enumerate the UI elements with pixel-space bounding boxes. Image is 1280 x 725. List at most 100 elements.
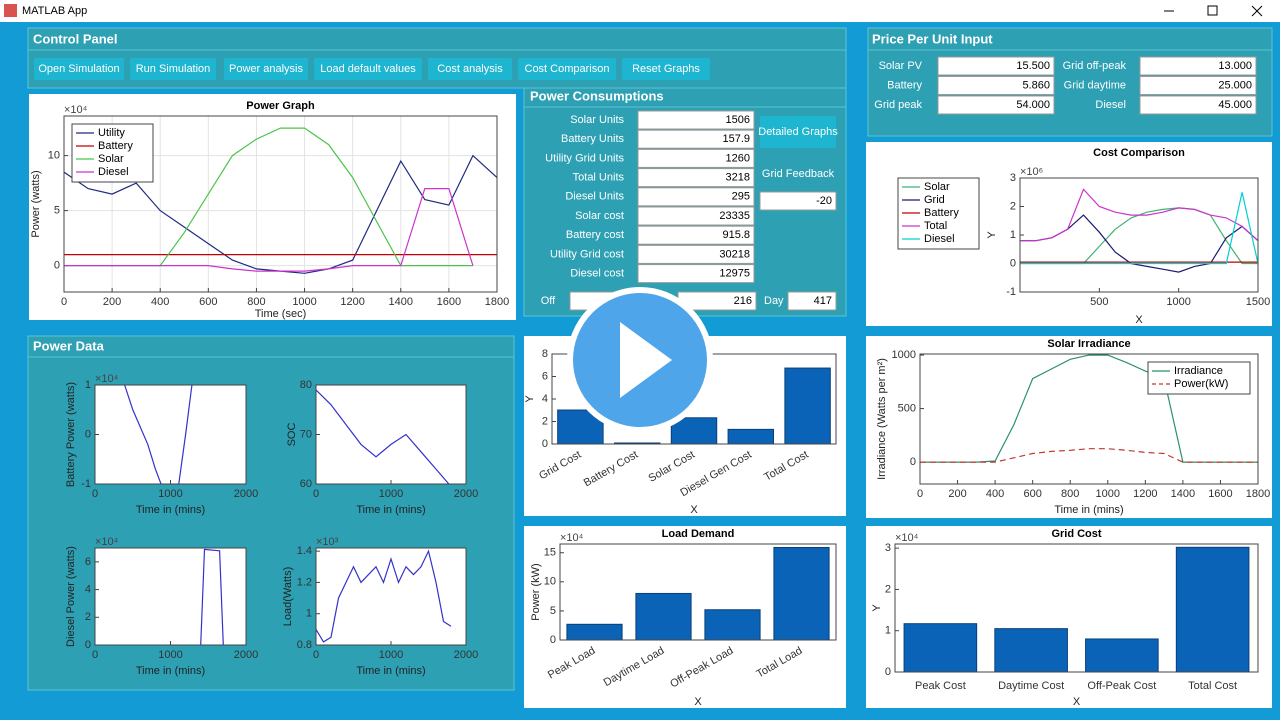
button-label[interactable]: Run Simulation	[136, 63, 211, 75]
field-value: 157.9	[722, 133, 750, 145]
x-tick-label: 1000	[158, 649, 182, 661]
y-tick-label: 1	[306, 608, 312, 620]
button-label[interactable]: Load default values	[320, 63, 416, 75]
x-tick-label: Off-Peak Cost	[1087, 680, 1156, 692]
y-tick-label: 2	[85, 611, 91, 623]
button[interactable]	[314, 58, 422, 80]
input-box[interactable]	[1139, 95, 1257, 115]
button[interactable]	[428, 58, 512, 80]
x-axis-label: Time (sec)	[255, 308, 307, 320]
field-label: Grid peak	[874, 99, 922, 111]
output-box	[637, 264, 755, 284]
x-tick-label: 0	[313, 649, 319, 661]
button[interactable]	[622, 58, 710, 80]
y-tick-label: 3	[885, 542, 891, 554]
chart: 0 2 4 6 0 1000 2000 ×10⁴ Time in (mins) Diesel Po…	[65, 536, 258, 677]
button[interactable]	[760, 116, 836, 148]
field-value[interactable]: 15.500	[1016, 60, 1050, 72]
field-label: Battery Units	[561, 133, 624, 145]
button[interactable]	[518, 58, 616, 80]
button-label[interactable]: Cost Comparison	[525, 63, 610, 75]
y-tick-label: -1	[81, 478, 91, 490]
output-box	[787, 291, 837, 311]
field-label: Day	[764, 295, 784, 307]
button-label[interactable]: Cost analysis	[437, 63, 503, 75]
field-label: Utility Grid cost	[550, 248, 624, 260]
button-label[interactable]: Open Simulation	[38, 63, 119, 75]
panel-title: Power Consumptions	[530, 88, 664, 103]
chart-title: Power Graph	[246, 100, 315, 112]
axes-box	[94, 384, 247, 485]
x-tick-label: 1500	[1246, 296, 1270, 308]
axes-box	[315, 384, 467, 485]
button[interactable]	[224, 58, 308, 80]
chart-title: Grid Cost	[1051, 528, 1101, 540]
output-box	[637, 168, 755, 188]
y-tick-label: 10	[48, 150, 60, 162]
x-tick-label: 500	[1090, 296, 1108, 308]
field-label: Grid Feedback	[762, 168, 835, 180]
axes-box	[559, 543, 837, 641]
video-play-overlay[interactable]	[567, 287, 713, 433]
field-label: Solar Units	[570, 114, 624, 126]
axes-box	[1019, 177, 1259, 293]
panel-title: Price Per Unit Input	[872, 31, 993, 46]
input-box[interactable]	[1139, 56, 1257, 76]
x-tick-label: 800	[247, 296, 265, 308]
panel-title: Control Panel	[33, 31, 118, 46]
chart-title: Solar Irradiance	[1047, 338, 1130, 350]
field-value: 23335	[719, 210, 750, 222]
x-axis-label: Time in (mins)	[1054, 504, 1123, 516]
x-tick-label: 2000	[454, 488, 478, 500]
plot-area	[316, 548, 466, 645]
button-label[interactable]: Power analysis	[229, 63, 303, 75]
input-box[interactable]	[1139, 76, 1257, 95]
output-box	[637, 110, 755, 130]
bar	[727, 428, 775, 445]
close-button[interactable]	[1251, 5, 1263, 17]
x-tick-label: 600	[199, 296, 217, 308]
chart-title: Cost Comparison	[1093, 147, 1185, 159]
button[interactable]	[34, 58, 124, 80]
series-line	[316, 389, 450, 484]
button-label[interactable]: Reset Graphs	[632, 63, 700, 75]
field-label: Total Units	[573, 172, 625, 184]
field-value[interactable]: 54.000	[1016, 99, 1050, 111]
bar	[1085, 638, 1159, 673]
output-box	[637, 225, 755, 245]
input-box[interactable]	[937, 95, 1055, 115]
button[interactable]	[130, 58, 216, 80]
field-label: Diesel	[1095, 99, 1126, 111]
input-box[interactable]	[937, 76, 1055, 95]
button-label[interactable]: Detailed Graphs	[758, 126, 838, 138]
y-tick-label: 2	[1010, 200, 1016, 212]
y-tick-label: 1	[85, 379, 91, 391]
input-box[interactable]	[937, 56, 1055, 76]
field-value[interactable]: 45.000	[1218, 99, 1252, 111]
y-tick-label: 4	[542, 393, 548, 405]
field-value[interactable]: 5.860	[1022, 79, 1050, 91]
y-axis-label: Y	[986, 231, 998, 239]
x-tick-label: 1400	[389, 296, 413, 308]
field-value: 1506	[726, 114, 750, 126]
legend-label: Solar	[98, 153, 124, 165]
x-tick-label: 0	[917, 488, 923, 500]
field-value[interactable]: 13.000	[1218, 60, 1252, 72]
x-tick-label: 1000	[158, 488, 182, 500]
play-icon[interactable]	[620, 322, 672, 398]
axis-exponent: ×10⁴	[95, 373, 119, 385]
legend-label: Battery	[98, 140, 133, 152]
field-value: 1260	[726, 152, 750, 164]
bar	[773, 546, 830, 641]
restore-button[interactable]	[1207, 5, 1218, 16]
series-line	[316, 549, 452, 643]
y-tick-label: 60	[300, 478, 312, 490]
y-tick-label: 8	[542, 348, 548, 360]
plot-area	[316, 385, 466, 484]
axes-box	[315, 547, 467, 646]
y-tick-label: 0	[550, 634, 556, 646]
y-axis-label: Power (kW)	[530, 563, 542, 620]
field-value[interactable]: 25.000	[1218, 79, 1252, 91]
x-axis-label: Time in (mins)	[356, 665, 425, 677]
